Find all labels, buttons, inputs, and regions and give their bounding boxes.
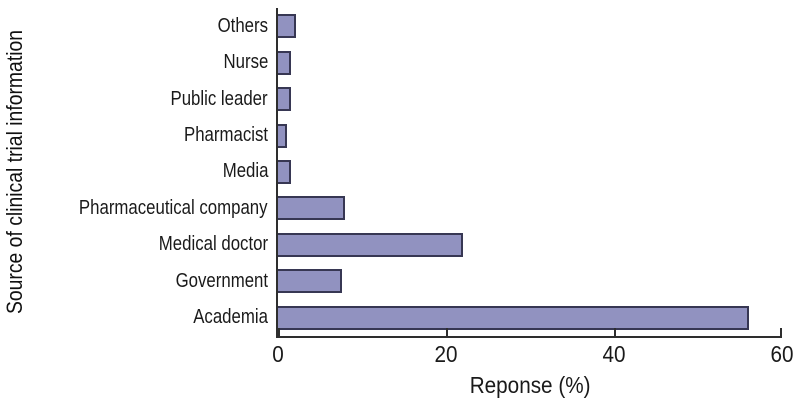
- x-tick-mark-60: [780, 328, 782, 336]
- x-tick-label-60: 60: [770, 341, 794, 367]
- bar-row-public-leader: [278, 81, 782, 117]
- category-label-text: Nurse: [223, 51, 268, 74]
- bar-nurse: [278, 50, 291, 75]
- category-label-academia: Academia: [0, 300, 268, 336]
- bar-row-pharmacist: [278, 117, 782, 153]
- category-label-public-leader: Public leader: [0, 81, 268, 117]
- x-tick-label-0: 0: [272, 341, 284, 367]
- bar-row-pharmaceutical-company: [278, 190, 782, 226]
- category-label-medical-doctor: Medical doctor: [0, 227, 268, 263]
- bar-row-others: [278, 8, 782, 44]
- category-label-column: Others Nurse Public leader Pharmacist Media P…: [0, 8, 268, 336]
- bar-row-medical-doctor: [278, 227, 782, 263]
- x-tick-mark-20: [446, 328, 448, 336]
- x-tick-mark-0: [278, 328, 280, 336]
- x-tick-mark-40: [614, 328, 616, 336]
- category-label-pharmaceutical-company: Pharmaceutical company: [0, 190, 268, 226]
- bar-row-media: [278, 154, 782, 190]
- bars-container: [278, 8, 782, 336]
- x-axis-title: Reponse (%): [276, 372, 784, 399]
- x-axis-title-text: Reponse (%): [469, 372, 591, 398]
- category-label-government: Government: [0, 263, 268, 299]
- category-label-text: Academia: [193, 306, 268, 329]
- bar-pharmacist: [278, 123, 288, 148]
- bar-row-academia: [278, 300, 782, 336]
- bar-academia: [278, 305, 750, 330]
- x-tick-labels: 0 20 40 60: [272, 341, 793, 367]
- category-label-text: Public leader: [170, 87, 268, 110]
- bar-row-nurse: [278, 44, 782, 80]
- category-label-text: Government: [175, 269, 268, 292]
- category-label-others: Others: [0, 8, 268, 44]
- category-label-text: Pharmacist: [183, 124, 268, 147]
- category-label-media: Media: [0, 154, 268, 190]
- bar-pharmaceutical-company: [278, 196, 346, 221]
- category-label-text: Others: [217, 14, 268, 37]
- bar-row-government: [278, 263, 782, 299]
- category-label-nurse: Nurse: [0, 44, 268, 80]
- x-tick-label-20: 20: [434, 341, 458, 367]
- plot-area: [276, 8, 782, 338]
- x-tick-label-40: 40: [602, 341, 626, 367]
- bar-others: [278, 14, 297, 39]
- bar-public-leader: [278, 87, 291, 112]
- category-label-pharmacist: Pharmacist: [0, 117, 268, 153]
- bar-government: [278, 269, 342, 294]
- category-label-text: Media: [222, 160, 268, 183]
- category-label-text: Medical doctor: [158, 233, 268, 256]
- category-label-text: Pharmaceutical company: [79, 196, 268, 219]
- bar-medical-doctor: [278, 232, 463, 257]
- bar-media: [278, 159, 291, 184]
